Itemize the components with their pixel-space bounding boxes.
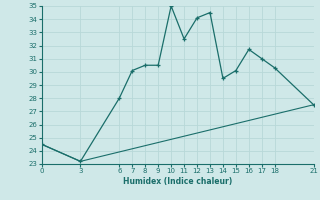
X-axis label: Humidex (Indice chaleur): Humidex (Indice chaleur) bbox=[123, 177, 232, 186]
